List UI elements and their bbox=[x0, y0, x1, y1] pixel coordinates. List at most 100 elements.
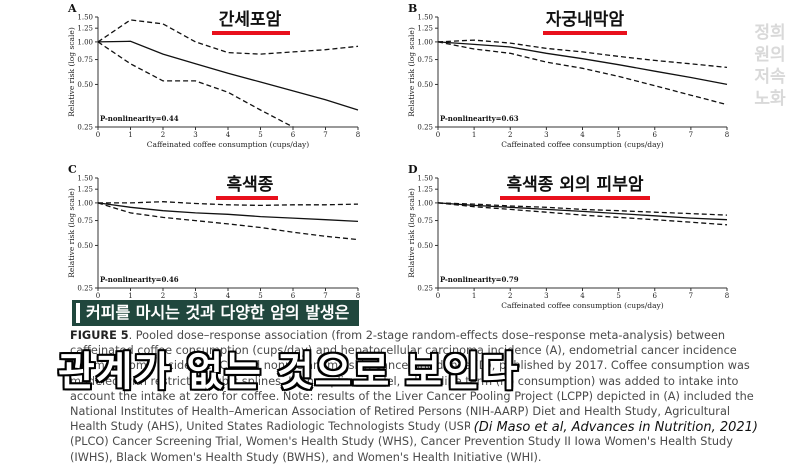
x-tick-label: 3 bbox=[544, 131, 548, 139]
chart-panel-d: D1.50 1.25 1.00 0.75 0.50 0.250 1 2 3 4 5 6 7 8 Relati… bbox=[407, 163, 729, 310]
x-tick-label: 4 bbox=[226, 131, 231, 139]
y-tick-label: 1.50 bbox=[77, 14, 93, 22]
x-tick-label: 3 bbox=[193, 292, 197, 300]
y-tick-label: 1.25 bbox=[77, 186, 93, 194]
x-tick-label: 6 bbox=[653, 131, 658, 139]
watermark-line-1: 정희원의 bbox=[754, 23, 786, 65]
point-estimate-line bbox=[438, 41, 728, 86]
confidence-bound-line bbox=[98, 202, 359, 241]
chart-panel-a: A1.50 1.25 1.00 0.75 0.50 0.250 1 2 3 4 5 6 7 8 Relati… bbox=[67, 2, 360, 149]
caption-line-1: Pooled dose–response association (from 2… bbox=[70, 329, 726, 358]
caption-line-6: (NIH-AARP) Diet and Health Study, Agricu… bbox=[70, 405, 731, 434]
x-tick-label: 1 bbox=[128, 131, 132, 139]
x-axis-label: Caffeinated coffee consumption (cups/day… bbox=[501, 140, 664, 149]
y-tick-label: 0.25 bbox=[77, 124, 93, 132]
x-tick-label: 0 bbox=[96, 131, 100, 139]
y-tick-label: 0.75 bbox=[417, 217, 433, 225]
p-nonlinearity-annotation: P-nonlinearity=0.63 bbox=[440, 114, 519, 123]
y-tick-label: 0.75 bbox=[417, 56, 433, 64]
figure-panels: A1.501.251.000.750.500.250 1 2 3 4 5 6 7 8Relati… bbox=[67, 2, 729, 310]
point-estimate-line bbox=[98, 40, 359, 111]
confidence-bound-line bbox=[98, 41, 295, 127]
confidence-bound-line bbox=[438, 202, 728, 216]
y-axis-label: Relative risk (log scale) bbox=[67, 188, 76, 278]
x-axis-label: Caffeinated coffee consumption (cups/day… bbox=[501, 301, 664, 310]
channel-watermark: 정희원의 저속노화 bbox=[748, 22, 792, 110]
big-subtitle: 관계가 없는 것으로 보인다 bbox=[58, 349, 519, 395]
panel-d-korean-title: 흑색종 외의 피부암 bbox=[506, 175, 644, 195]
panel-b-korean-title: 자궁내막암 bbox=[545, 10, 625, 30]
confidence-bound-line bbox=[98, 201, 359, 207]
panel-letter: C bbox=[68, 163, 77, 176]
confidence-bound-line bbox=[438, 202, 728, 226]
x-tick-label: 0 bbox=[436, 131, 440, 139]
x-tick-label: 4 bbox=[580, 131, 585, 139]
p-nonlinearity-annotation: P-nonlinearity=0.46 bbox=[100, 275, 179, 284]
y-tick-label: 0.50 bbox=[417, 242, 433, 250]
caption-line-2: consumption (cups/day) and hepatocellula… bbox=[70, 344, 737, 373]
x-tick-label: 7 bbox=[323, 131, 327, 139]
panel-c-korean-title: 흑색종 bbox=[226, 175, 274, 195]
y-tick-label: 0.25 bbox=[77, 285, 93, 293]
x-tick-label: 6 bbox=[291, 131, 296, 139]
caption-line-4: spline model, a baseline term (no consum… bbox=[70, 374, 739, 403]
x-tick-label: 2 bbox=[508, 292, 512, 300]
x-tick-label: 5 bbox=[616, 131, 620, 139]
confidence-bound-line bbox=[438, 39, 728, 69]
x-tick-label: 5 bbox=[616, 292, 620, 300]
y-axis-label: Relative risk (log scale) bbox=[407, 188, 416, 278]
x-tick-label: 3 bbox=[193, 131, 197, 139]
y-tick-label: 0.50 bbox=[417, 81, 433, 89]
y-tick-label: 0.25 bbox=[417, 124, 433, 132]
x-tick-label: 7 bbox=[323, 292, 327, 300]
x-tick-label: 5 bbox=[258, 292, 262, 300]
point-estimate-line bbox=[98, 202, 359, 223]
p-nonlinearity-annotation: P-nonlinearity=0.44 bbox=[100, 114, 179, 123]
x-tick-label: 2 bbox=[508, 131, 512, 139]
y-tick-label: 1.00 bbox=[417, 38, 433, 46]
watermark-line-2: 저속노화 bbox=[754, 67, 786, 109]
x-tick-label: 8 bbox=[725, 131, 729, 139]
y-tick-label: 1.00 bbox=[77, 38, 93, 46]
x-tick-label: 1 bbox=[472, 131, 476, 139]
panel-letter: B bbox=[408, 2, 417, 15]
x-tick-label: 5 bbox=[258, 131, 262, 139]
x-tick-label: 7 bbox=[689, 292, 693, 300]
x-tick-label: 0 bbox=[96, 292, 100, 300]
y-tick-label: 0.75 bbox=[77, 56, 93, 64]
x-tick-label: 6 bbox=[653, 292, 658, 300]
x-tick-label: 2 bbox=[161, 131, 165, 139]
confidence-bound-line bbox=[438, 41, 728, 106]
y-tick-label: 1.00 bbox=[417, 199, 433, 207]
x-tick-label: 8 bbox=[356, 131, 360, 139]
x-axis-label: Caffeinated coffee consumption (cups/day… bbox=[147, 140, 310, 149]
point-estimate-line bbox=[438, 202, 728, 221]
caption-line-5: Liver Cancer Pooling Project (LCPP) depi… bbox=[70, 389, 754, 419]
y-tick-label: 0.75 bbox=[77, 217, 93, 225]
panel-a-title-underline bbox=[212, 31, 290, 35]
x-tick-label: 7 bbox=[689, 131, 693, 139]
x-tick-label: 1 bbox=[128, 292, 132, 300]
y-tick-label: 0.50 bbox=[77, 242, 93, 250]
x-tick-label: 1 bbox=[472, 292, 476, 300]
y-tick-label: 0.50 bbox=[77, 81, 93, 89]
y-tick-label: 1.00 bbox=[77, 199, 93, 207]
x-tick-label: 4 bbox=[580, 292, 585, 300]
x-tick-label: 2 bbox=[161, 292, 165, 300]
y-tick-label: 1.50 bbox=[77, 175, 93, 183]
x-tick-label: 8 bbox=[725, 292, 729, 300]
caption-line-3: nonmelanoma skin cancer incidence (D), p… bbox=[70, 359, 750, 388]
y-axis-label: Relative risk (log scale) bbox=[67, 27, 76, 117]
confidence-bound-line bbox=[98, 19, 359, 55]
y-tick-label: 1.25 bbox=[417, 186, 433, 194]
citation: (Di Maso et al, Advances in Nutrition, 2… bbox=[469, 420, 762, 435]
panel-b-title-underline bbox=[543, 31, 627, 35]
y-tick-label: 1.50 bbox=[417, 175, 433, 183]
x-tick-label: 6 bbox=[291, 292, 296, 300]
p-nonlinearity-annotation: P-nonlinearity=0.79 bbox=[440, 275, 519, 284]
panel-d-title-underline bbox=[500, 196, 650, 200]
x-tick-label: 0 bbox=[436, 292, 440, 300]
x-tick-label: 4 bbox=[226, 292, 231, 300]
y-tick-label: 1.50 bbox=[417, 14, 433, 22]
y-tick-label: 1.25 bbox=[77, 25, 93, 33]
